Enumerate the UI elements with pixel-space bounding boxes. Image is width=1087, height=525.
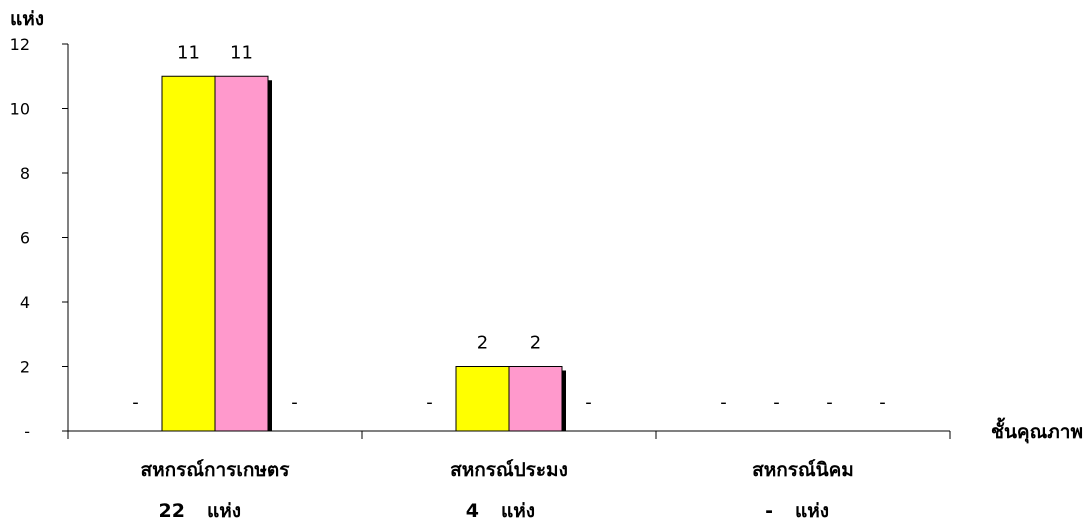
bar bbox=[214, 75, 269, 432]
x-axis-title: ชั้นคุณภาพ bbox=[991, 417, 1083, 444]
bars bbox=[161, 75, 566, 432]
data-label: - bbox=[291, 392, 298, 413]
data-label: - bbox=[132, 392, 139, 413]
category-name: สหกรณ์การเกษตร bbox=[141, 459, 291, 481]
y-tick-label: 12 bbox=[10, 35, 30, 54]
category-labels: สหกรณ์การเกษตร 22 แห่ง สหกรณ์ประมง 4 แห่ง สหกร… bbox=[141, 459, 854, 522]
data-label: 11 bbox=[230, 42, 253, 63]
data-label: - bbox=[773, 392, 780, 413]
y-tick-label: 8 bbox=[20, 164, 30, 183]
data-label: - bbox=[720, 392, 727, 413]
data-label: 2 bbox=[530, 333, 541, 354]
data-label: 2 bbox=[477, 333, 488, 354]
category-unit: แห่ง bbox=[207, 500, 241, 522]
y-tick-label: 10 bbox=[10, 100, 30, 119]
category-total: 22 bbox=[159, 500, 185, 522]
category-total: 4 bbox=[466, 500, 479, 522]
data-label: 11 bbox=[177, 42, 200, 63]
data-label: - bbox=[826, 392, 833, 413]
category-unit: แห่ง bbox=[795, 500, 829, 522]
bar bbox=[455, 366, 510, 432]
y-axis-title: แห่ง bbox=[10, 8, 44, 30]
y-tick-label: 4 bbox=[20, 293, 30, 312]
bar bbox=[161, 75, 216, 432]
y-tick-label: 2 bbox=[20, 358, 30, 377]
data-label: - bbox=[426, 392, 433, 413]
data-label: - bbox=[879, 392, 886, 413]
data-label: - bbox=[585, 392, 592, 413]
category-name: สหกรณ์ประมง bbox=[450, 459, 568, 481]
category-total: - bbox=[765, 500, 773, 522]
category-name: สหกรณ์นิคม bbox=[752, 459, 854, 481]
bar bbox=[508, 366, 563, 432]
y-tick-label: 6 bbox=[20, 229, 30, 248]
y-ticks: - 2 4 6 8 10 12 bbox=[10, 35, 68, 441]
data-labels: - 11 11 - - 2 2 - - - - - bbox=[132, 42, 886, 413]
x-ticks bbox=[67, 431, 951, 439]
category-unit: แห่ง bbox=[501, 500, 535, 522]
y-tick-label: - bbox=[24, 422, 30, 441]
